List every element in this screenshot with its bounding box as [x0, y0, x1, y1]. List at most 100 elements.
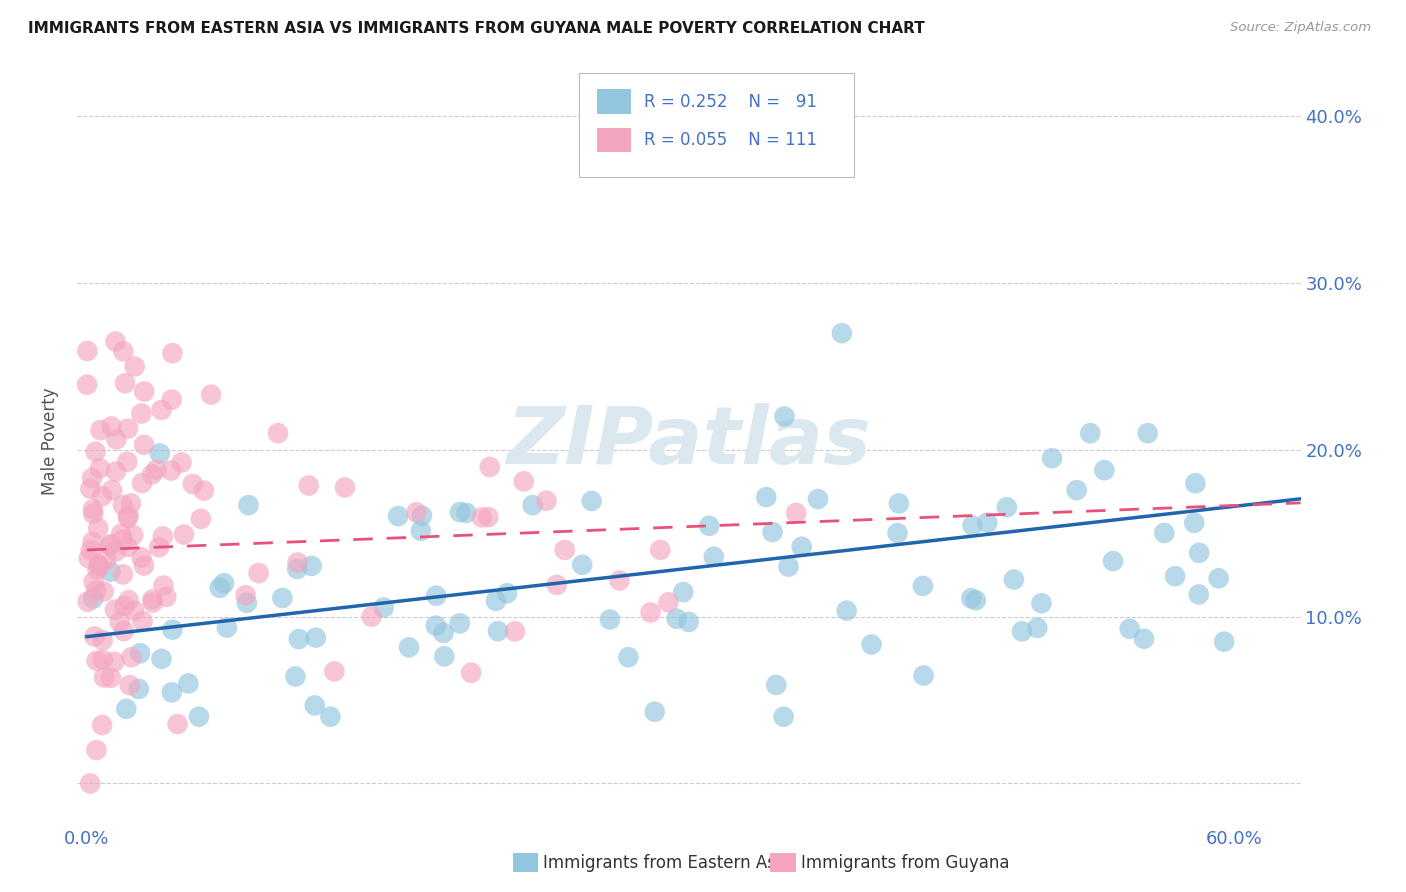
Point [131, 550, 153, 565]
Point [132, 438, 155, 452]
Point [79, 776, 101, 790]
Bar [598, 128, 631, 153]
Point [79, 482, 101, 496]
Point [1188, 587, 1211, 601]
Point [398, 640, 420, 655]
Point [122, 528, 145, 542]
Point [131, 476, 153, 491]
Point [114, 376, 136, 391]
Point [86, 743, 108, 757]
Point [405, 505, 427, 519]
Point [478, 459, 501, 474]
Point [304, 698, 326, 713]
Point [323, 665, 346, 679]
Point [831, 326, 853, 340]
Point [105, 433, 128, 447]
Point [94, 553, 117, 567]
Point [1164, 569, 1187, 583]
Point [449, 505, 471, 519]
Point [860, 638, 883, 652]
Point [236, 596, 259, 610]
Point [703, 549, 725, 564]
Point [1136, 426, 1159, 441]
Point [82, 507, 104, 521]
Point [93, 671, 115, 685]
Point [141, 467, 163, 482]
Point [976, 516, 998, 530]
Point [76, 343, 98, 358]
Point [360, 609, 382, 624]
Point [657, 595, 679, 609]
Point [785, 506, 807, 520]
Point [100, 537, 122, 551]
Point [486, 624, 509, 639]
Point [104, 602, 127, 616]
Point [835, 604, 858, 618]
Point [76, 594, 98, 608]
Point [91, 718, 114, 732]
Point [772, 709, 794, 723]
Point [141, 592, 163, 607]
Point [554, 543, 576, 558]
Bar [598, 89, 631, 114]
Point [129, 646, 152, 660]
Point [1118, 622, 1140, 636]
Point [166, 717, 188, 731]
Point [536, 493, 558, 508]
Point [503, 624, 526, 639]
Point [288, 632, 311, 646]
Point [1078, 426, 1101, 441]
Point [807, 491, 830, 506]
Point [142, 596, 165, 610]
Point [76, 377, 98, 392]
Point [1066, 483, 1088, 497]
Point [100, 419, 122, 434]
Point [160, 685, 183, 699]
Point [778, 559, 800, 574]
Point [485, 594, 508, 608]
Point [117, 422, 139, 436]
Point [112, 624, 135, 638]
Point [84, 444, 107, 458]
Point [98, 538, 121, 552]
Point [112, 344, 135, 359]
Point [790, 540, 813, 554]
Point [425, 589, 447, 603]
Point [287, 556, 309, 570]
Point [110, 527, 132, 541]
Point [82, 502, 104, 516]
Point [104, 465, 127, 479]
FancyBboxPatch shape [579, 73, 853, 177]
Point [1031, 596, 1053, 610]
Point [215, 621, 238, 635]
Point [298, 478, 321, 492]
Point [117, 510, 139, 524]
Point [425, 618, 447, 632]
Point [284, 669, 307, 683]
Point [697, 519, 720, 533]
Point [678, 615, 700, 629]
Point [83, 630, 105, 644]
Point [80, 471, 103, 485]
Point [145, 463, 167, 477]
Text: Immigrants from Eastern Asia: Immigrants from Eastern Asia [543, 854, 790, 871]
Point [305, 631, 328, 645]
Point [117, 455, 139, 469]
Point [761, 524, 783, 539]
Point [411, 508, 433, 523]
Point [181, 477, 204, 491]
Point [285, 562, 308, 576]
Point [1092, 463, 1115, 477]
Point [887, 496, 910, 510]
Point [267, 426, 290, 441]
Point [658, 160, 681, 174]
Point [93, 584, 115, 599]
Point [152, 529, 174, 543]
Point [449, 616, 471, 631]
Point [86, 563, 108, 577]
Point [84, 583, 107, 598]
Y-axis label: Male Poverty: Male Poverty [41, 388, 59, 495]
Point [77, 551, 100, 566]
Point [124, 359, 146, 374]
Point [118, 678, 141, 692]
